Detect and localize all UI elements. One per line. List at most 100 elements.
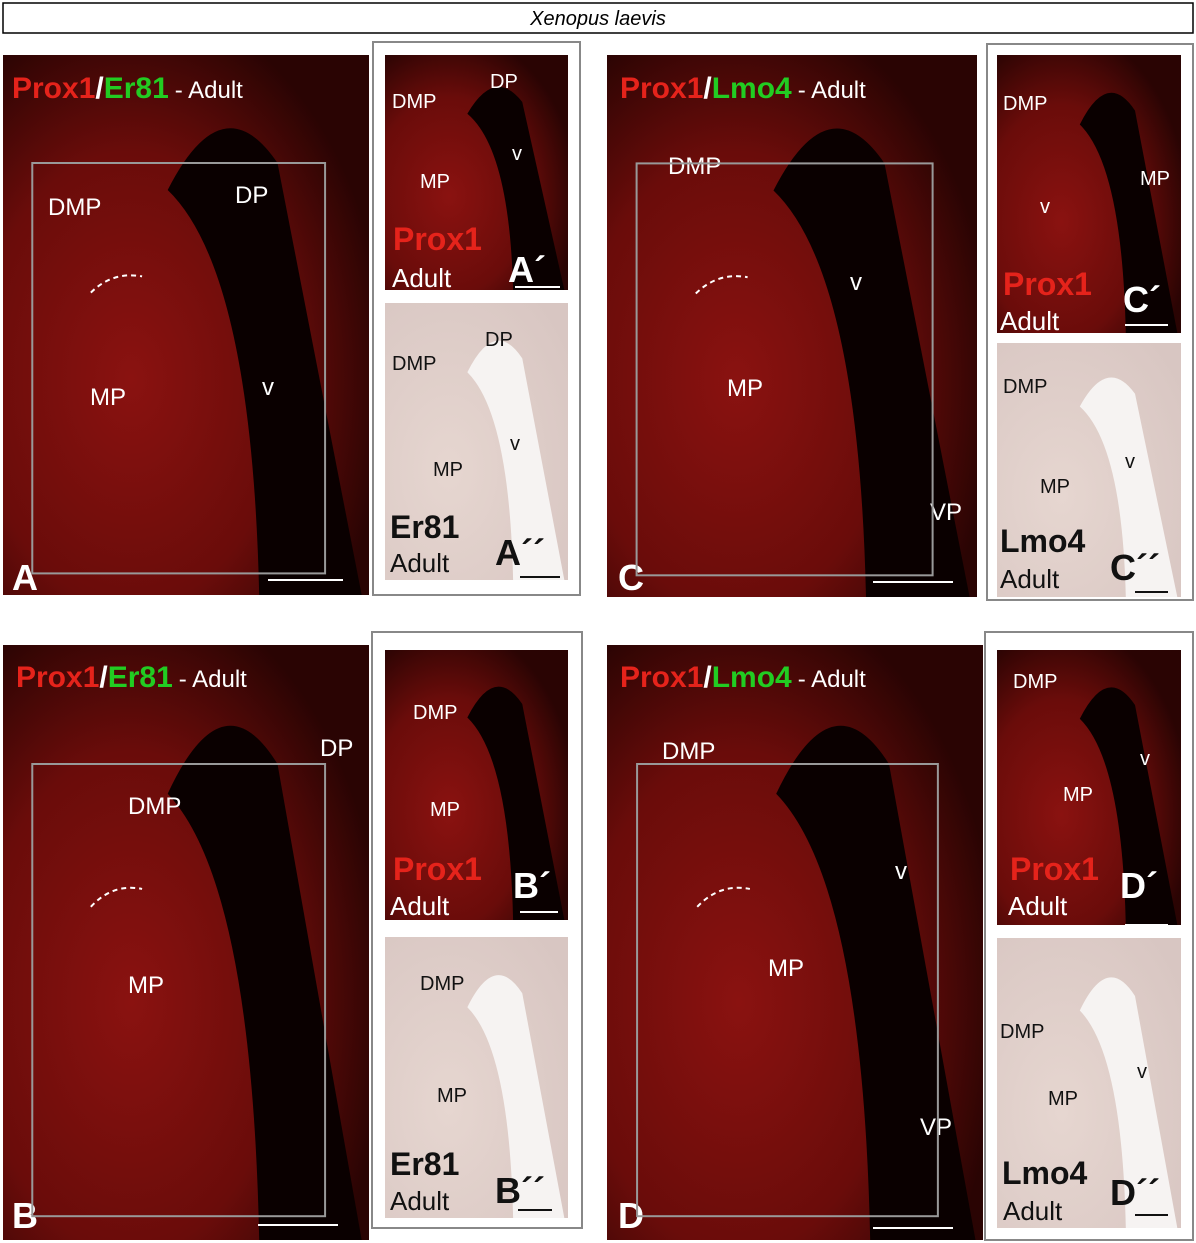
panel-letter: A´ [508, 249, 546, 290]
ventricle [467, 975, 565, 1218]
species: Xenopus laevis [529, 8, 666, 30]
region-label: MP [433, 459, 463, 481]
ventricle [1079, 687, 1178, 925]
boundary-arc [696, 886, 751, 908]
boundary-arc [90, 274, 143, 294]
marker-label: Er81 [390, 509, 459, 545]
stage-label: Adult [390, 1186, 450, 1216]
region-label: VP [920, 1114, 952, 1141]
region-label: MP [128, 972, 164, 999]
title-part: Er81 [104, 72, 169, 105]
ventricle [1079, 377, 1178, 597]
title-part: Prox1 [620, 661, 703, 694]
ventricle [776, 725, 976, 1240]
marker-label: Prox1 [1010, 851, 1099, 887]
region-label: DMP [48, 194, 101, 221]
stage-label: Adult [1000, 564, 1060, 594]
region-label: VP [930, 499, 962, 526]
region-label: v [1125, 451, 1135, 473]
boundary-arc [695, 275, 748, 295]
header-box [2, 2, 1194, 34]
panel-title: Prox1/Er81- Adult [12, 72, 243, 105]
ventricle [467, 86, 565, 291]
region-label: MP [437, 1085, 467, 1107]
title-part: Prox1 [620, 72, 703, 105]
panel-letter: B´´ [495, 1170, 545, 1211]
inset-box [31, 763, 327, 1218]
region-label: DMP [413, 702, 457, 724]
title-part: Lmo4 [712, 72, 792, 105]
region-label: MP [1140, 168, 1170, 190]
region-label: DMP [1003, 376, 1047, 398]
panel-letter: A´´ [495, 532, 545, 573]
region-label: v [262, 374, 274, 401]
ventricle [167, 725, 362, 1240]
title-part: Prox1 [12, 72, 95, 105]
region-label: v [512, 143, 522, 165]
region-label: MP [1063, 784, 1093, 806]
stage-label: Adult [390, 891, 450, 921]
panel-letter: A [12, 557, 38, 598]
title-part: Lmo4 [712, 661, 792, 694]
region-label: DP [320, 735, 353, 762]
region-label: DP [490, 71, 518, 93]
panel-title: Prox1/Er81- Adult [16, 661, 247, 694]
marker-label: Lmo4 [1002, 1155, 1088, 1191]
stage-label: Adult [392, 263, 452, 293]
title-part: - Adult [175, 77, 243, 104]
panel-letter: B´ [513, 865, 551, 906]
title-part: Er81 [108, 661, 173, 694]
title-part: / [95, 72, 104, 105]
boundary-arc [90, 886, 143, 908]
marker-label: Prox1 [393, 851, 482, 887]
region-label: v [850, 269, 862, 296]
title-part: Prox1 [16, 661, 99, 694]
ventricle [1079, 92, 1178, 333]
panel-letter: C´´ [1110, 547, 1160, 588]
ventricle [467, 340, 565, 580]
region-label: DMP [1000, 1021, 1044, 1043]
region-label: DP [485, 329, 513, 351]
region-label: DP [235, 182, 268, 209]
ventricle [167, 128, 362, 596]
marker-label: Lmo4 [1000, 523, 1086, 559]
stage-label: Adult [1003, 1196, 1063, 1226]
panel-letter: D´ [1120, 865, 1158, 906]
panel-title: Prox1/Lmo4- Adult [620, 661, 866, 694]
region-label: v [1140, 748, 1150, 770]
region-label: v [510, 433, 520, 455]
panel-title: Prox1/Lmo4- Adult [620, 72, 866, 105]
panel-letter: D´´ [1110, 1172, 1160, 1213]
region-label: v [1040, 196, 1050, 218]
ventricle [773, 128, 970, 598]
ventricle [467, 686, 565, 920]
region-label: MP [90, 384, 126, 411]
region-label: DMP [420, 973, 464, 995]
title-part: / [703, 661, 712, 694]
title-part: - Adult [798, 666, 866, 693]
region-label: DMP [1013, 671, 1057, 693]
region-label: DMP [1003, 93, 1047, 115]
stage-label: Adult [1008, 891, 1068, 921]
panel-letter: C´ [1123, 279, 1161, 320]
region-label: v [895, 858, 907, 885]
region-label: DMP [392, 91, 436, 113]
marker-label: Er81 [390, 1146, 459, 1182]
inset-box [31, 162, 327, 575]
ventricle [1079, 977, 1178, 1228]
title-part: - Adult [179, 666, 247, 693]
marker-label: Prox1 [393, 221, 482, 257]
region-label: DMP [662, 738, 715, 765]
region-label: MP [1048, 1088, 1078, 1110]
region-label: DMP [392, 353, 436, 375]
inset-box [636, 763, 939, 1218]
region-label: MP [420, 171, 450, 193]
inset-box [635, 162, 934, 577]
region-label: MP [727, 375, 763, 402]
region-label: MP [430, 799, 460, 821]
stage-label: Adult [390, 548, 450, 578]
region-label: MP [1040, 476, 1070, 498]
stage-label: Adult [1000, 306, 1060, 336]
